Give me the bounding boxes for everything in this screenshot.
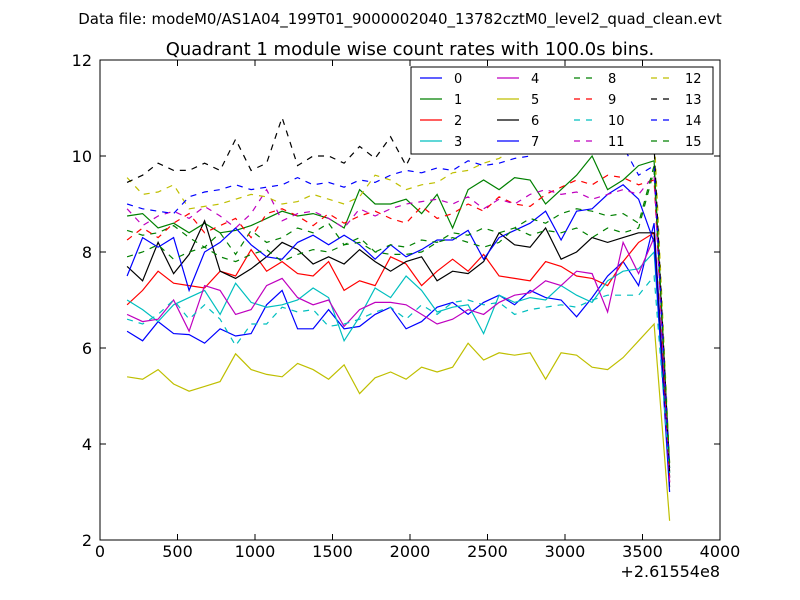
legend-label-7: 7 <box>531 135 539 150</box>
plot-area <box>126 106 671 521</box>
legend-label-2: 2 <box>454 114 462 129</box>
x-tick-label: 3000 <box>545 542 586 561</box>
series-line-9 <box>126 174 671 478</box>
legend-label-11: 11 <box>608 135 625 150</box>
series-line-10 <box>126 274 671 473</box>
series-line-5 <box>127 322 671 521</box>
x-tick-label: 2000 <box>390 542 431 561</box>
x-tick-label: 4000 <box>700 542 741 561</box>
legend-label-0: 0 <box>454 72 462 87</box>
series-line-15 <box>126 165 671 464</box>
y-tick-label: 6 <box>82 339 92 358</box>
x-axis: 0 500 1000 1500 2000 2500 3000 3500 4000 <box>95 60 740 561</box>
legend-label-10: 10 <box>608 114 625 129</box>
series-line-3 <box>126 250 671 478</box>
legend-label-3: 3 <box>454 135 462 150</box>
y-tick-label: 12 <box>72 51 92 70</box>
legend-label-1: 1 <box>454 93 462 108</box>
legend-label-14: 14 <box>685 114 702 129</box>
y-tick-label: 2 <box>82 531 92 550</box>
series-line-7 <box>126 184 671 493</box>
series-line-2 <box>126 231 671 483</box>
x-tick-label: 2500 <box>467 542 508 561</box>
chart-supertitle: Data file: modeM0/AS1A04_199T01_90000020… <box>78 10 722 29</box>
series-line-11 <box>126 173 671 483</box>
legend-label-12: 12 <box>685 72 702 87</box>
series-line-13 <box>126 107 671 473</box>
series-line-0 <box>126 223 671 478</box>
series-line-14 <box>126 140 671 469</box>
x-tick-label: 500 <box>162 542 193 561</box>
series-line-12 <box>126 106 671 464</box>
legend-label-9: 9 <box>608 93 616 108</box>
series-line-6 <box>126 219 671 488</box>
legend-label-6: 6 <box>531 114 539 129</box>
y-tick-label: 8 <box>82 243 92 262</box>
y-tick-label: 4 <box>82 435 92 454</box>
x-tick-label: 3500 <box>622 542 663 561</box>
legend-label-15: 15 <box>685 135 702 150</box>
legend-label-4: 4 <box>531 72 539 87</box>
legend-box <box>410 66 714 155</box>
series-line-4 <box>126 237 671 483</box>
chart-title: Quadrant 1 module wise count rates with … <box>166 39 655 60</box>
legend-label-13: 13 <box>685 93 702 108</box>
series-line-8 <box>126 170 671 473</box>
x-tick-label: 0 <box>95 542 105 561</box>
legend-label-8: 8 <box>608 72 616 87</box>
x-tick-label: 1500 <box>312 542 353 561</box>
x-offset-label: +2.61554e8 <box>620 562 720 581</box>
series-line-1 <box>127 154 671 469</box>
x-tick-label: 1000 <box>235 542 276 561</box>
legend-label-5: 5 <box>531 93 539 108</box>
y-tick-label: 10 <box>72 147 92 166</box>
